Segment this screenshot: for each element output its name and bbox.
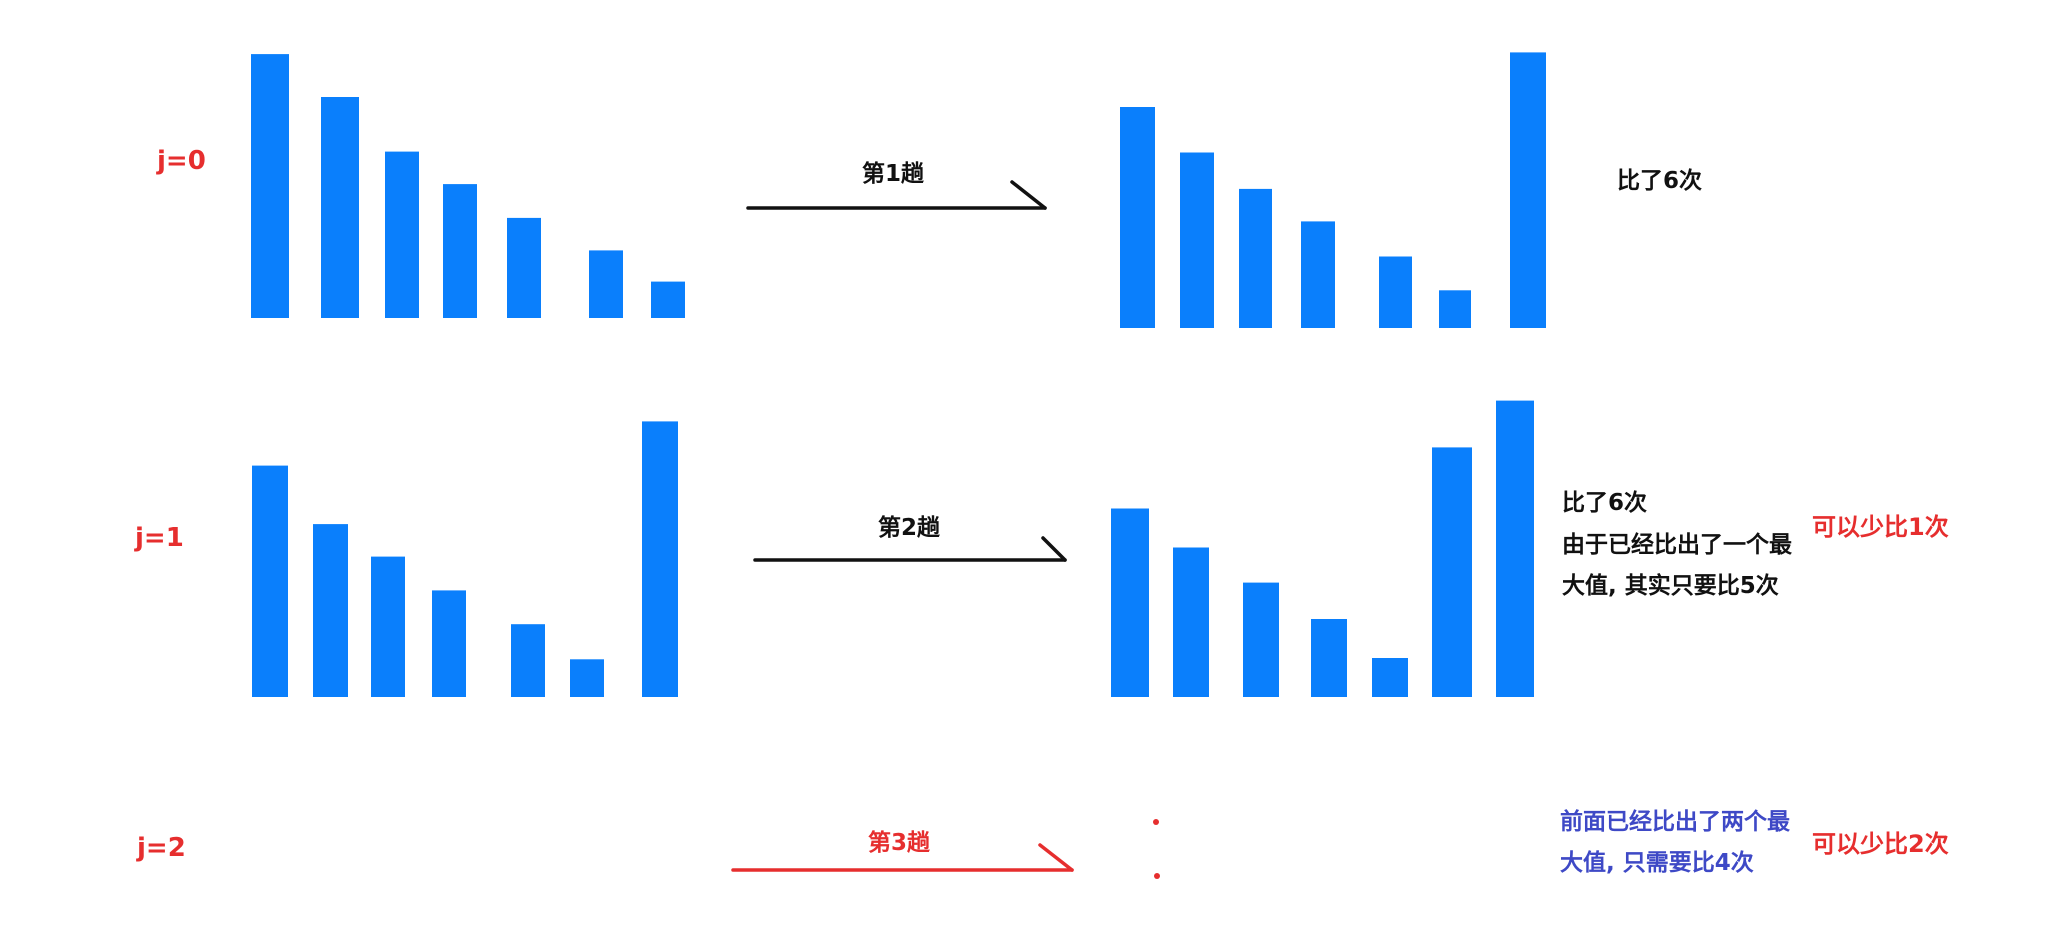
array-bar [252,465,288,697]
pass-label: 第3趟 [868,830,931,856]
array-bar [507,217,541,318]
array-bar [251,54,289,318]
array-bar [1372,658,1408,697]
ellipsis-dot [1153,819,1159,825]
ellipsis-dot [1154,873,1160,879]
array-bar [443,184,477,318]
array-bar [1301,221,1335,328]
side-note: 可以少比2次 [1812,830,1949,858]
array-bar [1120,107,1155,328]
array-bar [570,659,604,697]
array-bar [313,524,348,697]
note-line: 比了6次 [1562,490,1648,516]
side-note: 可以少比1次 [1812,513,1949,541]
array-bar [371,556,405,697]
array-bar [1239,188,1272,328]
j-label: j=2 [137,833,186,863]
j-label: j=1 [135,523,184,553]
array-bar [1379,256,1412,328]
note-line: 比了6次 [1617,168,1703,194]
pass-3-arrow [731,843,1074,872]
array-bar [589,250,623,318]
j-label: j=0 [157,146,206,176]
array-bar [321,97,359,318]
array-bar [1439,290,1471,328]
array-bar [1496,400,1534,697]
bars-layer [251,52,1546,697]
pass-label: 第2趟 [878,515,941,541]
array-bar [432,590,466,697]
array-bar [511,624,545,697]
pass-1-arrow [746,180,1047,210]
array-bar [385,151,419,318]
note-line: 大值, 其实只要比5次 [1562,573,1779,599]
note-line: 由于已经比出了一个最 [1562,532,1792,558]
array-bar [1243,582,1279,697]
array-bar [1432,447,1472,697]
array-bar [642,421,678,697]
pass-label: 第1趟 [862,161,925,187]
array-bar [1173,547,1209,697]
pass-2-arrow [753,536,1067,562]
array-bar [1311,619,1347,697]
array-bar [651,281,685,318]
note-line: 前面已经比出了两个最 [1560,809,1790,835]
array-bar [1111,508,1149,697]
note-line: 大值, 只需要比4次 [1560,850,1754,876]
array-bar [1180,152,1214,328]
array-bar [1510,52,1546,329]
